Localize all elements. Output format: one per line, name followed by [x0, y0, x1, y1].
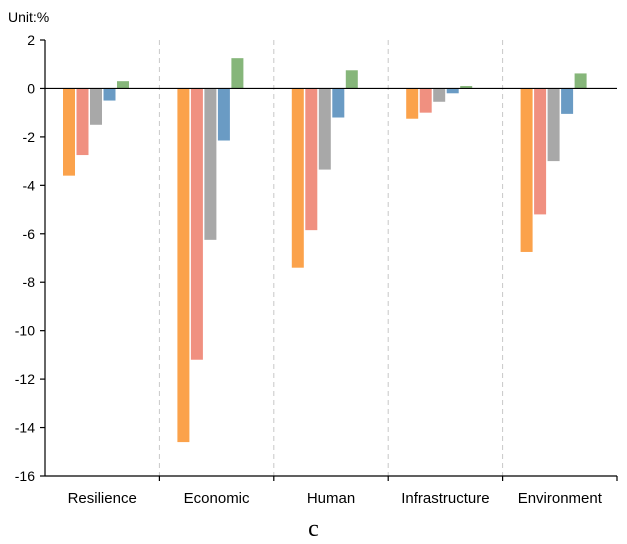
- x-category-label: Human: [307, 490, 355, 507]
- panel-label: c: [308, 516, 319, 542]
- y-tick-label: -16: [15, 468, 35, 484]
- bar-resilience-3: [90, 88, 102, 125]
- y-tick-label: 2: [27, 32, 35, 48]
- category-separators: [158, 40, 504, 476]
- x-category-label: Resilience: [68, 490, 137, 507]
- bar-infrastructure-1: [406, 88, 419, 119]
- bar-resilience-4: [103, 88, 116, 101]
- bar-resilience-5: [117, 81, 129, 89]
- bar-environment-4: [561, 88, 574, 114]
- y-tick-label: -12: [15, 371, 35, 387]
- bar-economic-1: [177, 88, 190, 443]
- y-tick-label: -6: [23, 226, 36, 242]
- y-tick-label: -14: [15, 420, 35, 436]
- bar-environment-3: [547, 88, 560, 162]
- bar-environment-1: [520, 88, 533, 252]
- bar-resilience-2: [76, 88, 89, 156]
- bar-infrastructure-2: [419, 88, 432, 113]
- bar-resilience-1: [63, 88, 75, 176]
- y-tick-label: -2: [23, 129, 36, 145]
- axes: [44, 40, 617, 477]
- bar-economic-5: [231, 58, 244, 89]
- y-tick-label: 0: [27, 80, 35, 96]
- x-axis-categories: Resilience Economic Human Infrastructure Env…: [68, 476, 618, 507]
- x-category-label: Environment: [518, 490, 603, 507]
- bar-human-4: [332, 88, 345, 118]
- bar-environment-2: [534, 88, 547, 215]
- bar-infrastructure-5: [460, 86, 473, 89]
- bar-economic-4: [217, 88, 230, 141]
- bar-human-1: [291, 88, 304, 268]
- x-category-label: Economic: [184, 490, 250, 507]
- x-category-label: Infrastructure: [401, 490, 489, 507]
- bar-economic-3: [204, 88, 217, 240]
- bar-human-2: [305, 88, 318, 231]
- y-tick-label: -4: [23, 177, 36, 193]
- bar-environment-5: [574, 73, 587, 89]
- bar-human-5: [345, 70, 358, 89]
- y-tick-label: -10: [15, 323, 35, 339]
- bar-human-3: [318, 88, 331, 170]
- unit-label: Unit:%: [8, 9, 49, 25]
- bar-infrastructure-3: [433, 88, 446, 102]
- bar-infrastructure-4: [446, 88, 459, 94]
- bar-economic-2: [190, 88, 203, 360]
- y-tick-label: -8: [23, 274, 36, 290]
- y-axis-ticks: 2 0 -2 -4 -6 -8 -10 -12 -14 -16: [15, 32, 45, 484]
- bars: [63, 58, 587, 443]
